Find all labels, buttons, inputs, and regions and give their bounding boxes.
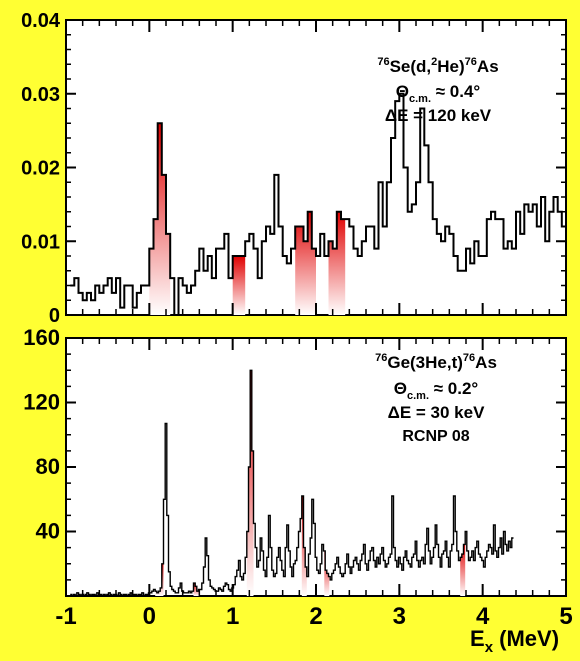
top-peak-fill	[328, 211, 346, 315]
bottom-x-tick-label: 1	[226, 603, 239, 630]
bottom-x-tick-label: 2	[309, 603, 322, 630]
bottom-y-tick-label: 80	[36, 454, 60, 479]
bottom-reaction-label: 76Ge(3He,t)76As	[375, 352, 497, 372]
top-axis-ticks: 0 0.01 0.02 0.03 0.04	[21, 10, 567, 327]
top-peak-fill	[149, 123, 171, 315]
bottom-x-tick-label: -1	[55, 603, 76, 630]
bottom-y-tick-label: 40	[36, 519, 60, 544]
top-y-tick-label: 0.01	[21, 231, 60, 253]
bottom-x-tick-label: 0	[143, 603, 156, 630]
bottom-plot-area	[65, 337, 567, 597]
top-annotation: 76Se(d,2He)76As Θc.m. ≈ 0.4° ΔE = 120 ke…	[377, 56, 498, 125]
bottom-theta-label: Θc.m. ≈ 0.2°	[394, 379, 479, 402]
bottom-panel: 40 80 120 160 -1 0 1 2 3 4 5 76Ge(3He,t)76As Θc.m.…	[23, 325, 572, 630]
top-reaction-label: 76Se(d,2He)76As	[377, 56, 498, 76]
top-panel: 0 0.01 0.02 0.03 0.04 76Se(d,2He)76As Θc.m. …	[21, 10, 567, 327]
x-axis-title: Ex (MeV)	[470, 626, 559, 656]
bottom-peak-fill	[246, 370, 254, 596]
bottom-x-tick-label: 4	[476, 603, 490, 630]
top-y-tick-label: 0.03	[21, 84, 60, 106]
bottom-x-tick-label: 3	[393, 603, 406, 630]
bottom-run-label: RCNP 08	[402, 428, 469, 445]
top-y-tick-label: 0.02	[21, 158, 60, 180]
top-y-tick-label: 0	[49, 305, 60, 327]
bottom-y-tick-label: 160	[23, 325, 60, 350]
top-peak-fill	[232, 256, 246, 315]
bottom-axis-ticks: 40 80 120 160 -1 0 1 2 3 4 5	[23, 325, 572, 630]
bottom-x-tick-label: 5	[559, 603, 572, 630]
top-theta-label: Θc.m. ≈ 0.4°	[396, 82, 481, 105]
bottom-y-tick-label: 120	[23, 390, 60, 415]
top-y-tick-label: 0.04	[21, 10, 61, 32]
bottom-energy-label: ΔE = 30 keV	[388, 403, 485, 422]
top-energy-label: ΔE = 120 keV	[385, 106, 492, 125]
top-spectrum-line	[70, 92, 567, 316]
bottom-annotation: 76Ge(3He,t)76As Θc.m. ≈ 0.2° ΔE = 30 keV…	[375, 352, 497, 445]
